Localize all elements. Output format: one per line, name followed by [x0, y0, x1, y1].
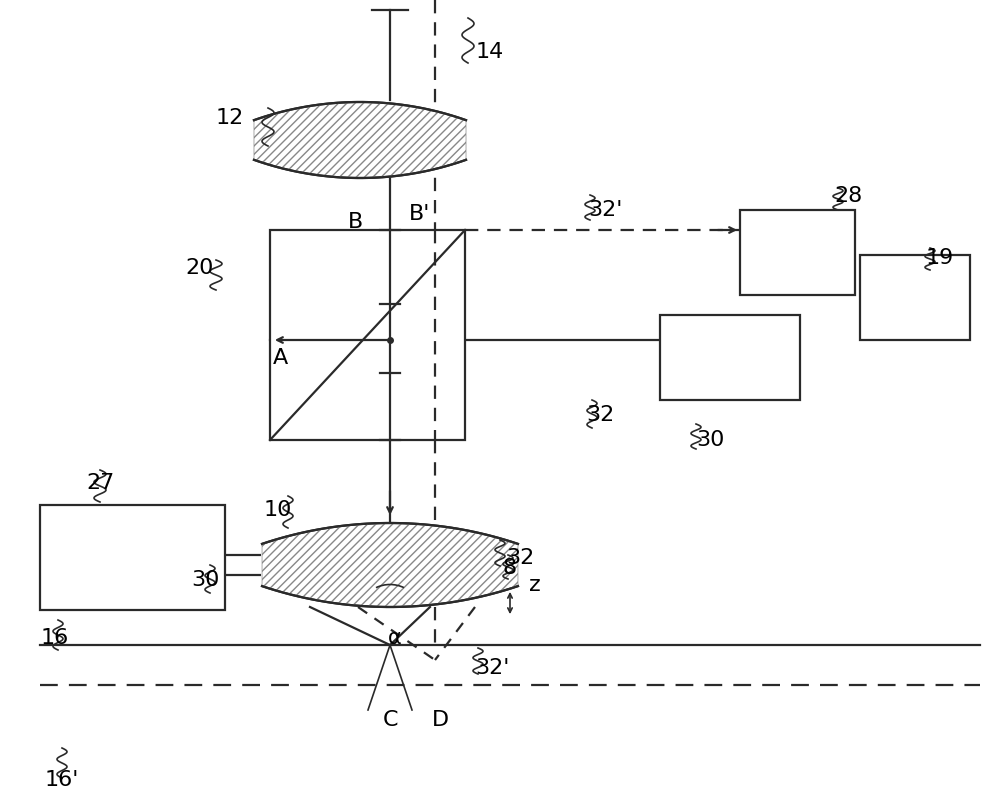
- Text: 16': 16': [45, 770, 79, 790]
- Text: 30: 30: [191, 570, 219, 590]
- Polygon shape: [262, 523, 518, 607]
- Text: B': B': [409, 204, 431, 224]
- Text: z: z: [529, 575, 541, 595]
- Text: 27: 27: [86, 473, 114, 493]
- Text: 32': 32': [588, 200, 622, 220]
- Bar: [740, 210, 855, 295]
- Bar: [860, 255, 970, 340]
- Text: 28: 28: [834, 186, 862, 206]
- Text: 19: 19: [926, 248, 954, 268]
- Text: 12: 12: [216, 108, 244, 128]
- Text: 32': 32': [475, 658, 509, 678]
- Text: 10: 10: [264, 500, 292, 520]
- Text: A: A: [272, 348, 288, 368]
- Bar: [660, 315, 800, 400]
- Text: B: B: [347, 212, 363, 232]
- Polygon shape: [254, 102, 466, 178]
- Text: 8: 8: [503, 558, 517, 578]
- Text: α: α: [388, 628, 402, 648]
- Text: 30: 30: [696, 430, 724, 450]
- Text: 32: 32: [586, 405, 614, 425]
- Text: 32: 32: [506, 548, 534, 568]
- Text: 14: 14: [476, 42, 504, 62]
- Text: 20: 20: [186, 258, 214, 278]
- Bar: [40, 505, 225, 610]
- Text: 16: 16: [41, 628, 69, 648]
- Bar: [270, 230, 465, 440]
- Text: D: D: [431, 710, 449, 730]
- Text: C: C: [382, 710, 398, 730]
